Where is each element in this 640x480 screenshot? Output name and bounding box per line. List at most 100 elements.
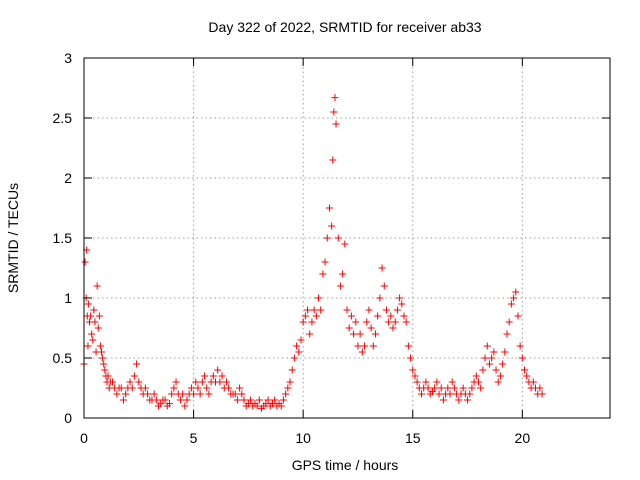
data-point [354,342,362,350]
data-point [503,330,511,338]
y-axis-label: SRMTID / TECUs [5,183,21,293]
data-point [233,396,241,404]
data-point [141,384,149,392]
data-point [315,294,323,302]
data-point [176,396,184,404]
data-point [485,360,493,368]
data-point [371,330,379,338]
data-point [104,372,112,380]
data-point [350,330,358,338]
data-point [358,348,366,356]
chart-title: Day 322 of 2022, SRMTID for receiver ab3… [208,19,481,35]
data-point [428,388,436,396]
data-point [505,318,513,326]
data-point [100,360,108,368]
data-point [183,396,191,404]
data-point [361,342,369,350]
data-point [268,400,276,408]
data-point [196,390,204,398]
data-point [306,330,314,338]
data-point [330,108,338,116]
data-point [299,318,307,326]
data-point [437,384,445,392]
data-point [343,306,351,314]
data-point [295,348,303,356]
data-point [334,234,342,242]
data-point [365,306,373,314]
data-point [84,342,92,350]
x-tick-label: 10 [295,430,311,446]
data-point [255,396,263,404]
data-point [194,384,202,392]
data-point [336,282,344,290]
data-point [172,378,180,386]
data-point [231,390,239,398]
data-point [369,342,377,350]
data-point [466,390,474,398]
data-point [88,330,96,338]
data-point [312,312,320,320]
data-point [308,318,316,326]
data-point [301,312,309,320]
data-point [222,378,230,386]
data-point [209,372,217,380]
data-point [385,318,393,326]
data-point [477,384,485,392]
data-point [192,378,200,386]
data-point [319,270,327,278]
y-tick-label: 2.5 [53,110,73,126]
data-point [529,378,537,386]
data-point [279,396,287,404]
data-point [389,324,397,332]
data-point [325,204,333,212]
data-point [284,384,292,392]
data-point [459,384,467,392]
data-point [411,372,419,380]
data-point [286,378,294,386]
data-point [404,342,412,350]
y-tick-label: 0 [64,410,72,426]
x-tick-label: 20 [515,430,531,446]
data-point [130,372,138,380]
data-point [391,318,399,326]
data-point [101,366,109,374]
data-point [282,390,290,398]
data-point [181,402,189,410]
data-point [387,312,395,320]
plot-frame [83,57,611,419]
x-tick-label: 5 [190,430,198,446]
data-point [400,312,408,320]
data-point [396,294,404,302]
data-point [494,378,502,386]
x-tick-label: 15 [405,430,421,446]
data-point [393,306,401,314]
data-point [328,222,336,230]
data-point [518,354,526,362]
data-point [99,354,107,362]
data-point [464,396,472,404]
y-tick-label: 2 [64,170,72,186]
data-point [501,348,509,356]
axis-ticks: 0 0.5 1 1.5 2 2.5 3 0 5 10 15 20 [53,50,610,446]
data-point [339,270,347,278]
data-point [523,372,531,380]
data-point [516,342,524,350]
data-point [165,400,173,408]
data-points [80,94,546,412]
data-point [84,300,92,308]
data-point [198,378,206,386]
data-point [321,258,329,266]
data-point [317,306,325,314]
y-tick-label: 1 [64,290,72,306]
data-point [95,312,103,320]
data-point [490,348,498,356]
data-point [244,400,252,408]
data-point [152,396,160,404]
data-point [536,384,544,392]
data-point [290,354,298,362]
data-point [521,366,529,374]
data-point [157,400,165,408]
data-point [108,378,116,386]
data-point [240,396,248,404]
